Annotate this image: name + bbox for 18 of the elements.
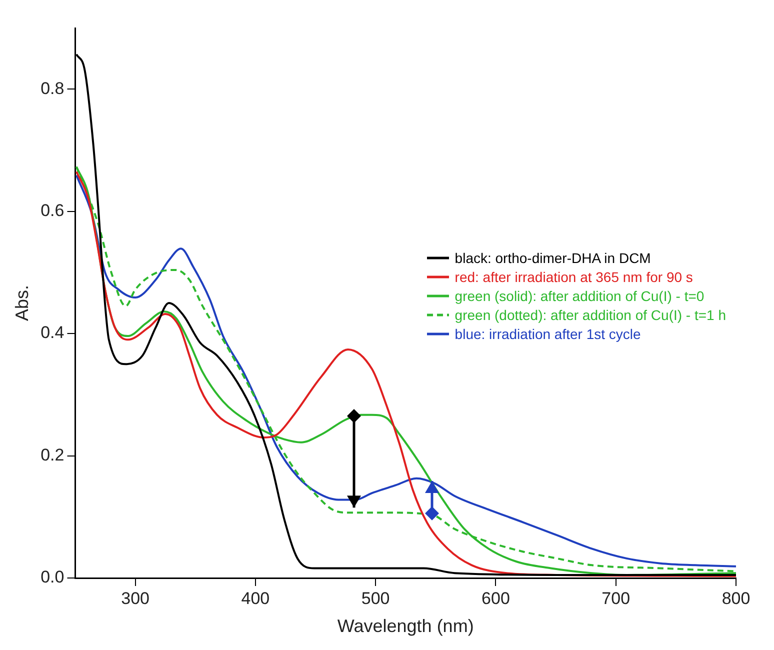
x-tick-label: 300	[121, 588, 150, 608]
x-tick-label: 400	[241, 588, 270, 608]
legend-label: blue: irradiation after 1st cycle	[454, 324, 641, 344]
x-tick-label: 500	[361, 588, 390, 608]
y-axis-title: Abs.	[12, 284, 32, 322]
y-tick-label: 0.6	[40, 201, 64, 220]
legend-label: black: ortho-dimer-DHA in DCM	[454, 248, 651, 268]
y-tick-label: 0.8	[40, 78, 64, 98]
legend-label: green (dotted): after addition of Cu(I) - t=1 h	[454, 306, 726, 325]
y-tick-label: 0.2	[40, 445, 64, 464]
y-tick-label: 0.0	[40, 568, 64, 587]
x-tick-label: 600	[482, 588, 510, 608]
x-axis-title: Wavelength (nm)	[337, 616, 474, 636]
legend-label: red: after irradiation at 365 nm for 90 s	[454, 268, 693, 287]
x-tick-label: 700	[602, 588, 630, 608]
x-tick-label: 800	[722, 588, 750, 608]
legend-label: green (solid): after addition of Cu(I) - t=0	[454, 286, 704, 306]
y-tick-label: 0.4	[40, 323, 64, 342]
